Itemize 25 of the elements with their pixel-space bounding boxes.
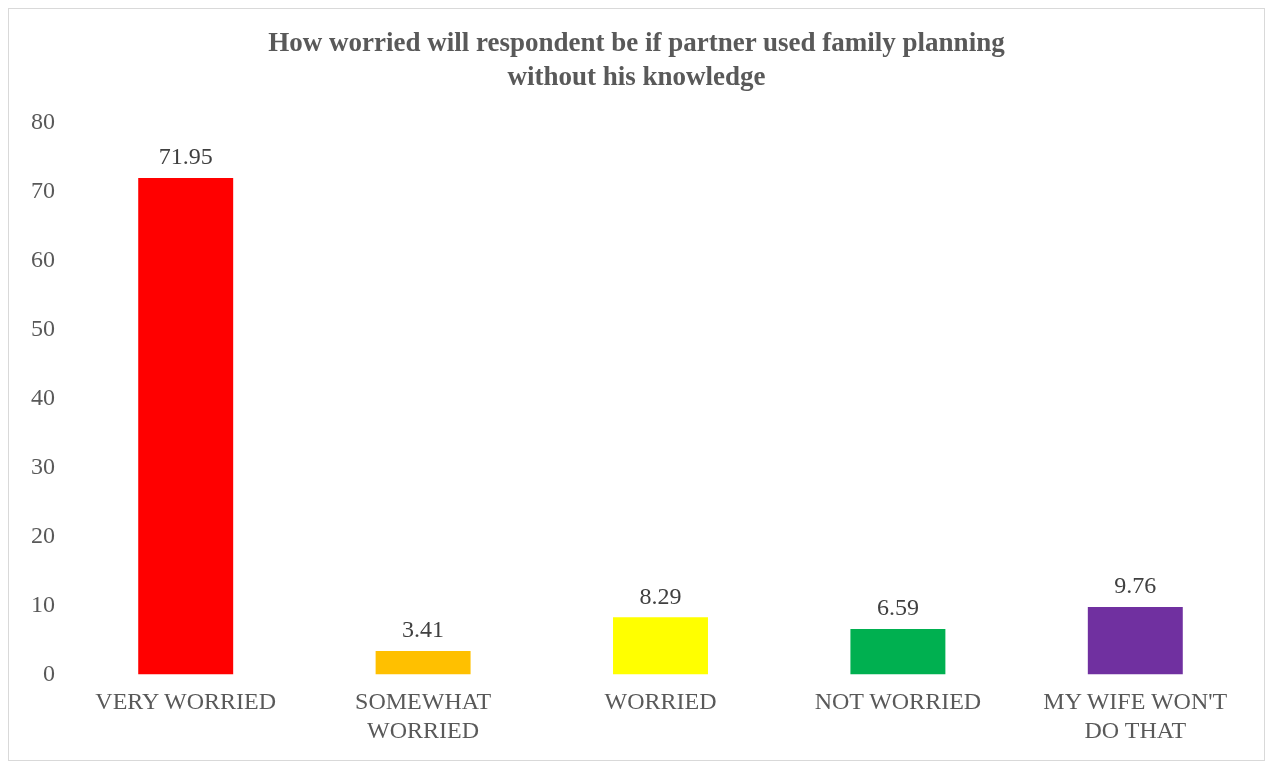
bar — [138, 178, 234, 675]
y-tick-label: 20 — [31, 521, 55, 548]
chart-title: How worried will respondent be if partner used family planning without his knowledge — [268, 26, 1006, 91]
bar — [1087, 607, 1183, 675]
y-tick-label: 0 — [43, 659, 55, 686]
x-tick-label: VERY WORRIED — [95, 688, 277, 715]
data-label: 6.59 — [876, 594, 919, 621]
data-label: 9.76 — [1114, 572, 1157, 599]
y-tick-label: 10 — [31, 590, 55, 617]
bar — [613, 617, 708, 675]
y-tick-label: 30 — [31, 452, 55, 479]
y-tick-label: 40 — [31, 383, 55, 410]
x-tick-label: NOT WORRIED — [814, 688, 982, 715]
data-label: 8.29 — [639, 582, 682, 609]
data-label: 71.95 — [158, 143, 213, 170]
y-tick-label: 70 — [31, 176, 55, 203]
bar — [375, 650, 471, 675]
x-tick-label: SOMEWHAT WORRIED — [355, 688, 492, 743]
bar — [850, 628, 946, 675]
x-tick-label: WORRIED — [604, 688, 717, 715]
y-tick-label: 60 — [31, 245, 55, 272]
x-tick-label: MY WIFE WON'T DO THAT — [1043, 688, 1228, 743]
data-label: 3.41 — [402, 616, 445, 643]
y-tick-label: 80 — [31, 107, 55, 134]
y-tick-label: 50 — [31, 314, 55, 341]
